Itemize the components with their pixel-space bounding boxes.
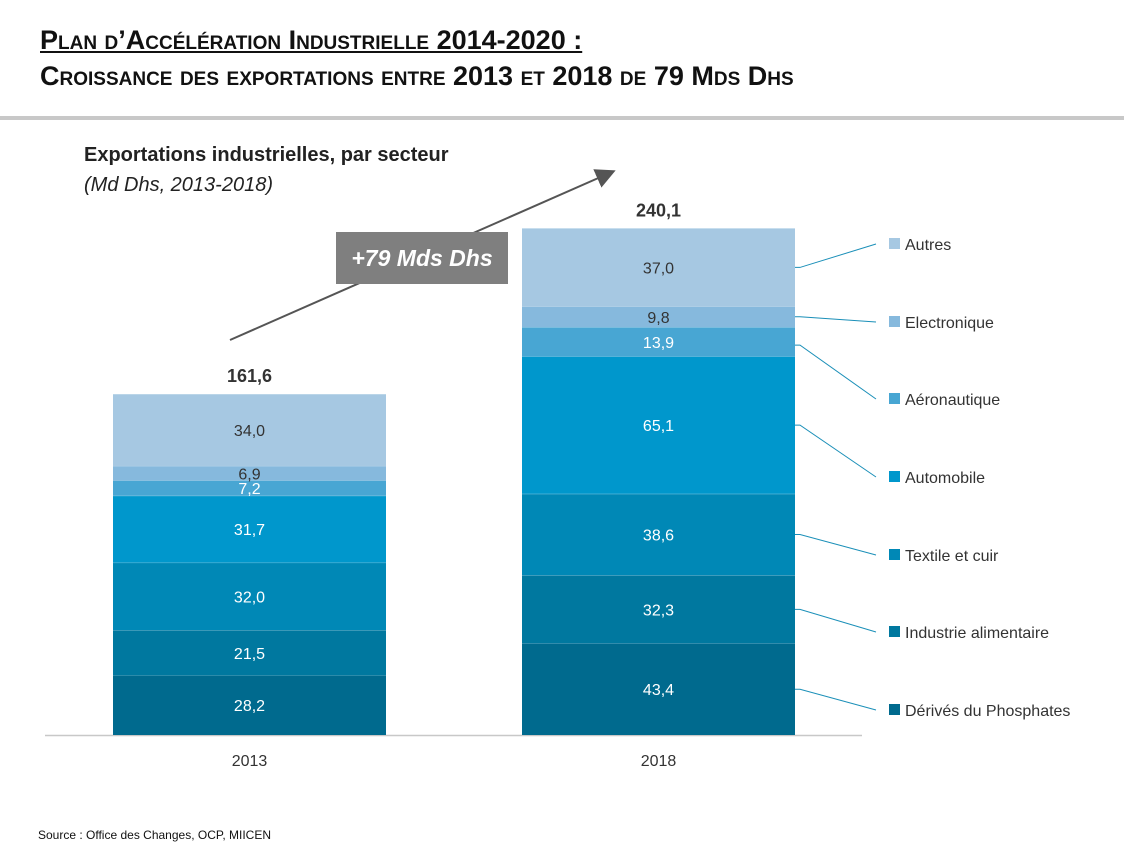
page-subtitle: Croissance des exportations entre 2013 e… [40,61,794,91]
bar-segment-2018-3 [522,356,795,494]
x-tick-label-2013: 2013 [232,753,268,770]
data-label-2013-5: 6,9 [238,466,260,483]
chart-unit: (Md Dhs, 2013-2018) [84,174,273,196]
total-label-2018: 240,1 [636,200,681,220]
bar-segment-2013-2 [113,562,386,631]
leader-line-2 [795,534,877,556]
source-note: Source : Office des Changes, OCP, MIICEN [38,828,271,842]
legend-label-2: Textile et cuir [905,548,999,565]
legend-swatch-6 [889,238,900,249]
leader-line-1 [795,608,877,633]
data-label-2013-2: 32,0 [234,589,265,606]
x-tick-label-2018: 2018 [641,753,677,770]
data-label-2018-0: 43,4 [643,682,674,699]
leader-line-5 [795,316,877,323]
data-label-2018-6: 37,0 [643,260,674,277]
bar-segment-2013-1 [113,630,386,676]
legend-swatch-3 [889,471,900,482]
data-label-2013-4: 7,2 [238,481,260,498]
data-label-2018-2: 38,6 [643,528,674,545]
bar-segment-2013-5 [113,465,386,481]
bar-segment-2018-1 [522,575,795,644]
data-label-2018-3: 65,1 [643,418,674,435]
bar-segment-2018-6 [522,228,795,307]
bar-segment-2018-5 [522,306,795,328]
legend-swatch-2 [889,549,900,560]
legend-label-4: Aéronautique [905,392,1000,409]
legend-label-1: Industrie alimentaire [905,625,1049,642]
data-label-2018-4: 13,9 [643,335,674,352]
bar-segment-2018-4 [522,327,795,357]
chart-title: Exportations industrielles, par secteur [84,144,449,166]
data-label-2013-6: 34,0 [234,423,265,440]
bar-segment-2018-2 [522,493,795,576]
data-label-2018-5: 9,8 [647,310,669,327]
header-divider [0,116,1124,120]
data-label-2013-3: 31,7 [234,522,265,539]
bar-segment-2013-0 [113,675,386,735]
bar-segment-2018-0 [522,643,795,735]
data-label-2018-1: 32,3 [643,602,674,619]
page-title: Plan d’Accélération Industrielle 2014-20… [40,25,583,55]
leader-line-0 [795,688,877,711]
legend-label-5: Electronique [905,315,994,332]
bar-segment-2013-6 [113,394,386,466]
leader-line-3 [795,424,877,478]
legend-swatch-5 [889,316,900,327]
bar-segment-2013-4 [113,480,386,496]
growth-label: +79 Mds Dhs [336,232,508,284]
data-label-2013-1: 21,5 [234,646,265,663]
legend-label-6: Autres [905,237,951,254]
data-label-2013-0: 28,2 [234,698,265,715]
bar-segment-2013-3 [113,495,386,563]
legend-label-0: Dérivés du Phosphates [905,703,1070,720]
leader-line-6 [795,243,877,268]
leader-line-4 [795,344,877,400]
total-label-2013: 161,6 [227,366,272,386]
legend-swatch-0 [889,704,900,715]
legend-swatch-4 [889,393,900,404]
legend-label-3: Automobile [905,470,985,487]
legend-swatch-1 [889,626,900,637]
